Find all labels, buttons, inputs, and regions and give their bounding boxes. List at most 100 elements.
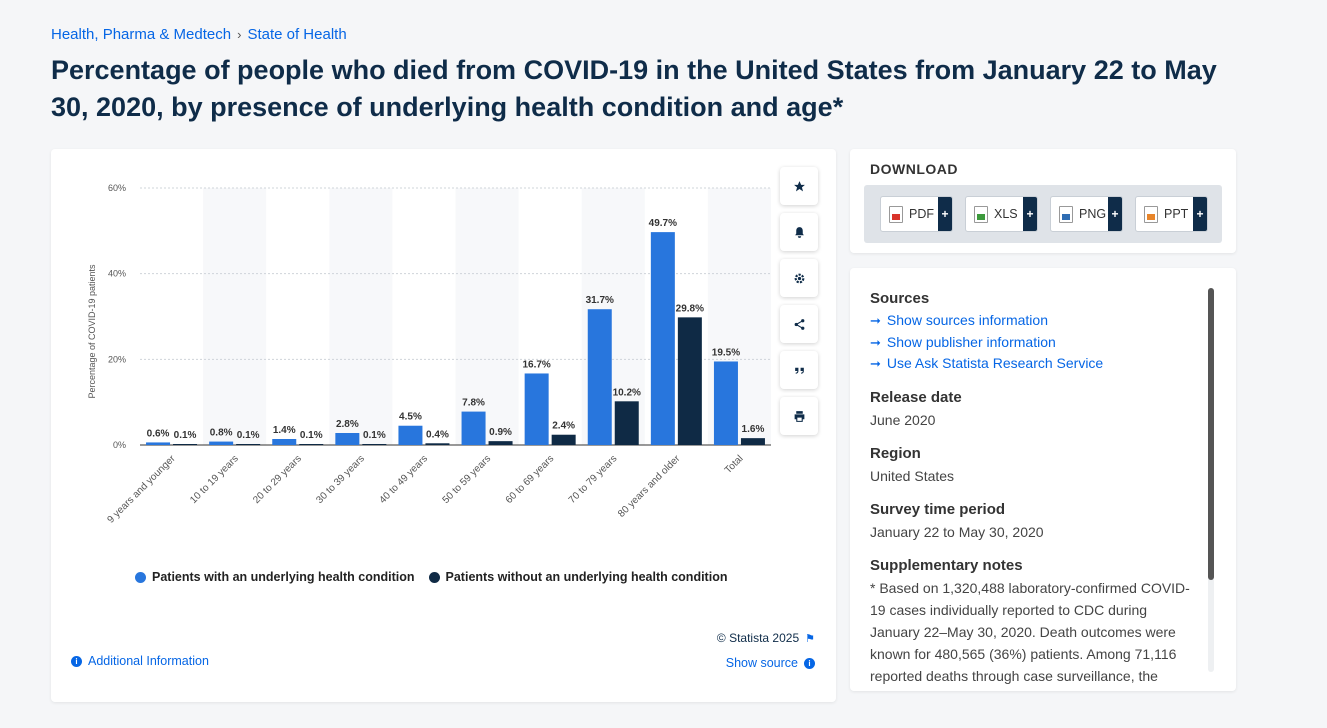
- download-pdf-button[interactable]: PDF +: [880, 196, 953, 232]
- x-tick-label: 10 to 19 years: [188, 453, 241, 506]
- data-label: 49.7%: [649, 218, 677, 229]
- additional-information-label: Additional Information: [88, 654, 209, 668]
- arrow-right-icon: ➞: [870, 334, 881, 350]
- breadcrumb-link-state-of-health[interactable]: State of Health: [247, 26, 347, 43]
- breadcrumb: Health, Pharma & Medtech › State of Heal…: [51, 26, 347, 43]
- statistic-info-panel: Sources ➞ Show sources information ➞ Show …: [850, 268, 1236, 691]
- print-button[interactable]: [780, 397, 818, 435]
- show-sources-link[interactable]: ➞ Show sources information: [870, 310, 1200, 332]
- show-source-link[interactable]: Show source i: [726, 656, 815, 670]
- x-tick-label: 70 to 79 years: [567, 453, 620, 506]
- ppt-file-icon: [1144, 205, 1158, 223]
- download-png-button[interactable]: PNG +: [1050, 196, 1123, 232]
- data-label: 10.2%: [613, 387, 641, 398]
- x-tick-label: 20 to 29 years: [251, 453, 304, 506]
- pdf-file-icon: [889, 205, 903, 223]
- bar: [173, 444, 198, 445]
- breadcrumb-link-health[interactable]: Health, Pharma & Medtech: [51, 26, 232, 43]
- additional-information-link[interactable]: i Additional Information: [71, 654, 209, 668]
- download-xls-label: XLS: [994, 207, 1018, 221]
- share-icon: [794, 318, 804, 330]
- data-label: 1.4%: [273, 425, 296, 436]
- favorite-button[interactable]: [780, 167, 818, 205]
- download-png-label: PNG: [1079, 207, 1107, 221]
- data-label: 0.1%: [363, 430, 386, 441]
- download-panel: DOWNLOAD PDF + XLS + PNG + PPT +: [850, 149, 1236, 253]
- sources-section: Sources ➞ Show sources information ➞ Show …: [870, 290, 1200, 375]
- release-date-section: Release date June 2020: [870, 389, 1200, 431]
- png-file-icon: [1059, 205, 1073, 223]
- data-label: 0.1%: [174, 430, 197, 441]
- bar: [335, 433, 360, 445]
- data-label: 0.9%: [489, 427, 512, 438]
- bar: [425, 443, 450, 445]
- x-tick-label: 9 years and younger: [105, 453, 178, 526]
- bar: [362, 444, 387, 445]
- arrow-right-icon: ➞: [870, 356, 881, 371]
- column-band: [455, 188, 519, 445]
- data-label: 2.8%: [336, 419, 359, 430]
- y-axis-label: Percentage of COVID-19 patients: [87, 264, 97, 399]
- survey-period-value: January 22 to May 30, 2020: [870, 523, 1044, 540]
- bar: [299, 444, 324, 445]
- bar: [614, 401, 639, 445]
- gear-icon: [794, 273, 804, 283]
- data-label: 29.8%: [676, 303, 704, 314]
- data-label: 0.1%: [237, 430, 260, 441]
- bar: [146, 442, 171, 445]
- bar: [461, 411, 486, 445]
- legend-swatch-without-condition: [428, 571, 440, 583]
- download-pdf-label: PDF: [909, 207, 934, 221]
- plus-icon: +: [1108, 197, 1122, 231]
- bar: [713, 361, 738, 445]
- settings-button[interactable]: [780, 259, 818, 297]
- cite-button[interactable]: [780, 351, 818, 389]
- supplementary-notes-text: * Based on 1,320,488 laboratory-confirme…: [870, 579, 1190, 684]
- page-title: Percentage of people who died from COVID…: [51, 55, 1217, 122]
- quote-icon: [794, 367, 804, 374]
- scrollbar-thumb[interactable]: [1208, 288, 1214, 580]
- plus-icon: +: [1023, 197, 1037, 231]
- bar: [551, 434, 576, 445]
- show-publisher-link[interactable]: ➞ Show publisher information: [870, 332, 1200, 354]
- data-label: 31.7%: [586, 295, 614, 306]
- data-label: 2.4%: [552, 421, 575, 432]
- supplementary-notes-heading: Supplementary notes: [870, 556, 1023, 574]
- release-date-value: June 2020: [870, 411, 936, 428]
- y-tick-label: 0%: [113, 440, 126, 450]
- chart-legend: Patients with an underlying health condi…: [135, 570, 727, 584]
- share-button[interactable]: [780, 305, 818, 343]
- y-tick-label: 60%: [108, 183, 126, 193]
- star-icon: [793, 180, 805, 191]
- notification-button[interactable]: [780, 213, 818, 251]
- bar: [488, 441, 513, 445]
- arrow-right-icon: ➞: [870, 313, 881, 328]
- data-label: 19.5%: [712, 347, 740, 358]
- bar: [398, 425, 423, 445]
- download-ppt-button[interactable]: PPT +: [1135, 196, 1208, 232]
- data-label: 0.8%: [210, 428, 233, 439]
- bar-chart: 0% 20% 40% 60% Percentage of COVID-19 patien…: [87, 183, 771, 526]
- x-tick-label: 40 to 49 years: [377, 453, 430, 506]
- region-value: United States: [870, 467, 955, 484]
- copyright[interactable]: © Statista 2025 ⚑: [717, 631, 815, 645]
- bar: [236, 444, 261, 445]
- download-ppt-label: PPT: [1164, 207, 1189, 221]
- bell-icon: [794, 226, 804, 238]
- bar: [524, 373, 549, 445]
- download-title: DOWNLOAD: [870, 161, 958, 177]
- legend-item-with-condition[interactable]: Patients with an underlying health condi…: [135, 570, 415, 584]
- chart-card: 0% 20% 40% 60% Percentage of COVID-19 patien…: [51, 149, 836, 702]
- column-band: [203, 188, 267, 445]
- x-tick-label: Total: [723, 453, 746, 476]
- xls-file-icon: [974, 205, 988, 223]
- chart-toolbar: [780, 167, 818, 435]
- research-service-link[interactable]: ➞ Use Ask Statista Research Service: [870, 353, 1200, 375]
- bar: [740, 438, 765, 445]
- show-publisher-label: Show publisher information: [886, 333, 1056, 350]
- data-label: 7.8%: [462, 398, 485, 409]
- download-xls-button[interactable]: XLS +: [965, 196, 1038, 232]
- show-source-label: Show source: [725, 656, 798, 670]
- bar: [677, 317, 702, 445]
- legend-item-without-condition[interactable]: Patients without an underlying health co…: [428, 570, 727, 584]
